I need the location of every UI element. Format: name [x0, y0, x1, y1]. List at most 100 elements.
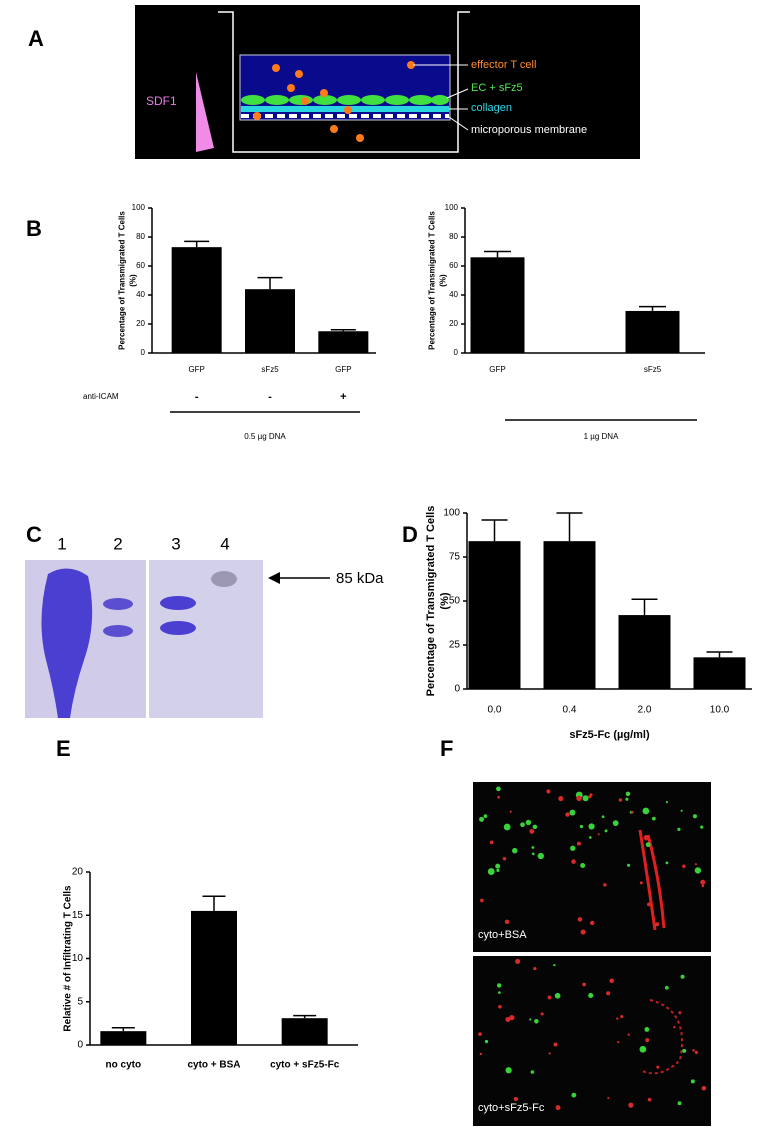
cell-speck	[639, 1045, 647, 1053]
cell-speck	[580, 863, 586, 868]
y-tick-label: 0	[77, 1040, 83, 1051]
cell-speck	[627, 1033, 630, 1036]
lane-label: 3	[171, 534, 180, 553]
cell-speck	[652, 816, 656, 821]
t-cells	[253, 61, 415, 142]
lane-label: 4	[220, 534, 229, 553]
cell-speck	[512, 847, 518, 854]
bar	[470, 257, 525, 353]
gel-band	[160, 596, 196, 610]
y-tick-label: 80	[136, 232, 145, 241]
y-tick-label: 80	[449, 232, 458, 241]
cell-speck	[547, 995, 552, 1000]
lane-label: 1	[57, 534, 66, 553]
x-axis-label: sFz5-Fc (µg/ml)	[569, 729, 650, 741]
bar	[618, 615, 671, 689]
cell-speck	[677, 1101, 682, 1106]
cell-speck	[532, 824, 538, 830]
gel-image	[149, 560, 263, 718]
cell-speck	[565, 812, 570, 817]
cell-speck	[665, 801, 668, 804]
cell-speck	[642, 807, 650, 815]
y-tick-label: 5	[77, 996, 83, 1007]
bar	[318, 331, 369, 353]
cell-speck	[533, 967, 537, 971]
cell-speck	[525, 819, 532, 826]
cell-speck	[628, 1102, 634, 1108]
micrograph-label: cyto+BSA	[478, 929, 527, 941]
cell-speck	[701, 1085, 707, 1091]
gel-band	[211, 571, 237, 587]
y-tick-label: 60	[136, 261, 145, 270]
cell-speck	[618, 798, 623, 802]
cell-speck	[496, 983, 502, 988]
leader-lines	[413, 64, 469, 131]
cell-speck	[588, 992, 594, 999]
cell-speck	[479, 816, 485, 822]
y-tick-label: 20	[449, 319, 458, 328]
cell-speck	[700, 825, 704, 829]
endothelial-cells	[241, 95, 449, 105]
cell-speck	[694, 863, 697, 866]
y-tick-label: 20	[136, 319, 145, 328]
micrograph	[473, 956, 711, 1126]
cell-speck	[571, 1092, 577, 1098]
cell-speck	[682, 1048, 687, 1053]
panel-label: D	[402, 522, 418, 547]
y-tick-label: 75	[449, 552, 461, 563]
cell-speck	[487, 868, 495, 875]
cell-speck	[554, 992, 561, 999]
cell-speck	[546, 789, 551, 794]
group-label: 1 µg DNA	[584, 432, 620, 441]
panel-label: E	[56, 736, 71, 761]
cell-speck	[555, 1105, 561, 1111]
cell-speck	[690, 1079, 695, 1084]
cell-speck	[656, 1065, 660, 1069]
cell-speck	[582, 982, 586, 987]
cell-speck	[700, 879, 706, 885]
cell-speck	[644, 1027, 650, 1032]
x-tick-label: 0.0	[488, 705, 502, 716]
cell-speck	[531, 852, 535, 856]
cell-speck	[588, 794, 592, 799]
cell-speck	[496, 868, 500, 872]
cell-speck	[505, 1017, 511, 1023]
cell-speck	[588, 823, 595, 830]
y-axis-label: Percentage of Transmigrated T Cells	[428, 211, 437, 350]
x-tick-label: 0.4	[563, 705, 577, 716]
cell-speck	[694, 1050, 698, 1054]
gel-band	[160, 621, 196, 635]
gradient-label: SDF1	[146, 94, 177, 108]
cell-speck	[692, 814, 698, 819]
vessel	[639, 999, 683, 1075]
cell-speck	[606, 991, 611, 996]
panel-label: B	[26, 216, 42, 241]
x-tick-label: GFP	[188, 365, 204, 374]
cell-speck	[479, 1052, 483, 1056]
cell-speck	[495, 863, 501, 869]
y-tick-label: 40	[449, 290, 458, 299]
bar	[245, 289, 295, 353]
cell-speck	[569, 809, 576, 816]
cell-speck	[580, 929, 586, 935]
cell-speck	[646, 902, 651, 907]
cell-speck	[504, 919, 510, 925]
cell-speck	[530, 1070, 535, 1074]
diagram-label: effector T cell	[471, 59, 536, 71]
gradient-wedge	[196, 72, 214, 152]
lane-label: 2	[113, 534, 122, 553]
diagram-label: EC + sFz5	[471, 82, 523, 94]
cell-speck	[673, 1026, 676, 1029]
bar-chart: 0 20 40 60 80 100 Percentage of Transmigrated …	[83, 203, 376, 441]
cell-speck	[626, 863, 631, 867]
cell-speck	[694, 867, 702, 874]
cell-speck	[558, 795, 564, 802]
cell-speck	[655, 922, 660, 927]
cell-speck	[576, 795, 582, 802]
cell-speck	[617, 1040, 620, 1044]
cell-speck	[625, 791, 631, 797]
x-tick-label: no cyto	[106, 1060, 142, 1071]
cell-speck	[540, 1012, 544, 1016]
arrow-head	[268, 572, 280, 584]
gel-band	[103, 598, 133, 610]
